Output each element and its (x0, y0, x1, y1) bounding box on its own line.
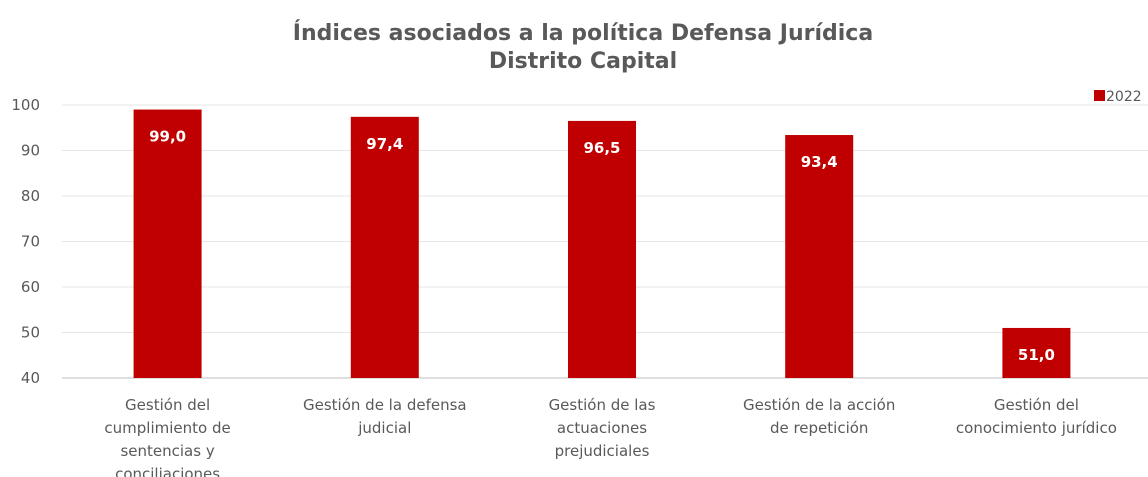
y-tick-label: 80 (21, 187, 40, 205)
x-category-label: Gestión del (994, 396, 1079, 414)
y-tick-label: 60 (21, 278, 40, 296)
data-label: 99,0 (149, 128, 186, 146)
bar (350, 116, 419, 378)
data-label: 96,5 (583, 139, 620, 157)
bars (133, 109, 1071, 379)
x-category-label: cumplimiento de (104, 419, 230, 437)
x-category-label: judicial (357, 419, 411, 437)
bar (1002, 327, 1071, 378)
x-axis-categories: Gestión del cumplimiento de sentencias y co… (104, 396, 1116, 477)
chart-title-line: Índices asociados a la política Defensa … (293, 20, 873, 46)
chart-title: Índices asociados a la política Defensa … (293, 20, 873, 74)
legend-swatch (1094, 90, 1105, 101)
x-category-label: conocimiento jurídico (956, 419, 1117, 437)
y-tick-label: 50 (21, 324, 40, 342)
x-category-label: Gestión del (125, 396, 210, 414)
x-category-label: Gestión de las (549, 396, 656, 414)
x-category-label: de repetición (770, 419, 868, 437)
bar (568, 120, 636, 379)
x-category-label: Gestión de la defensa (303, 396, 467, 414)
data-label: 51,0 (1018, 346, 1055, 364)
legend-label: 2022 (1106, 89, 1142, 105)
x-category-label: sentencias y (120, 442, 214, 460)
data-label: 97,4 (366, 135, 403, 153)
data-label: 93,4 (801, 153, 838, 171)
bar (133, 109, 202, 379)
x-category-label: prejudiciales (555, 442, 650, 460)
x-category-label: actuaciones (557, 419, 647, 437)
y-axis-ticks: 40 50 60 70 80 90 100 (11, 96, 40, 387)
y-tick-label: 90 (21, 142, 40, 160)
x-category-label: Gestión de la acción (743, 396, 895, 414)
y-tick-label: 70 (21, 233, 40, 251)
legend: 2022 (1094, 89, 1142, 105)
chart-title-line: Distrito Capital (489, 49, 677, 74)
data-labels: 99,0 97,4 96,5 93,4 51,0 (149, 128, 1055, 364)
bar (785, 135, 854, 378)
y-tick-label: 100 (11, 96, 40, 114)
y-tick-label: 40 (21, 369, 40, 387)
x-category-label: conciliaciones (115, 465, 220, 477)
